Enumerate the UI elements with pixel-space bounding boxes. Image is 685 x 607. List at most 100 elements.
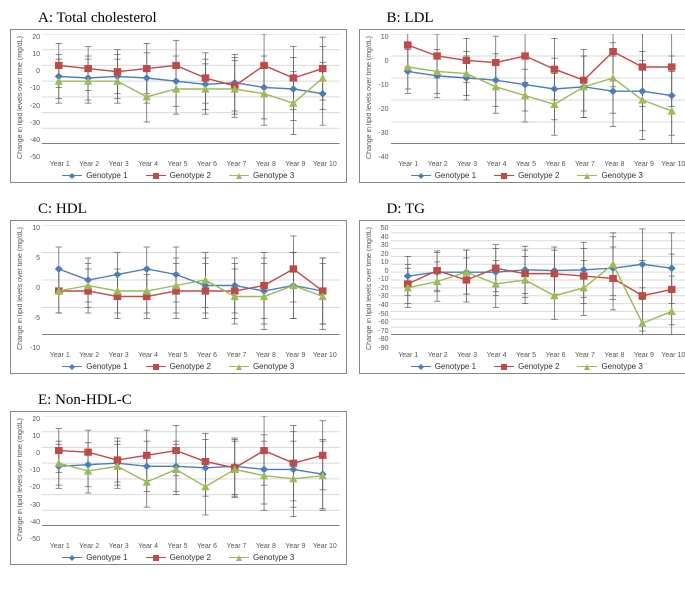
legend: Genotype 1 Genotype 2 Genotype 3 <box>17 362 340 371</box>
legend-label: Genotype 1 <box>86 171 127 180</box>
chart-box: Change in lipid levels over time (mg/dL)… <box>10 220 347 374</box>
legend-label: Genotype 3 <box>253 553 294 562</box>
xtick: Year 7 <box>570 161 599 168</box>
ytick: 20 <box>375 251 389 258</box>
y-ticks: 50403020100-10-20-30-40-50-60-70-80-90 <box>373 225 391 352</box>
xtick: Year 3 <box>452 161 481 168</box>
legend-item: Genotype 2 <box>146 362 211 371</box>
ytick: -10 <box>375 82 389 89</box>
ytick: 30 <box>375 242 389 249</box>
panel-title: B: LDL <box>387 10 685 27</box>
legend: Genotype 1 Genotype 2 Genotype 3 <box>366 362 685 371</box>
y-ticks: 20100-10-20-30-40-50 <box>24 416 42 543</box>
xtick: Year 6 <box>192 543 221 550</box>
legend-item: Genotype 2 <box>146 553 211 562</box>
xtick: Year 4 <box>482 352 511 359</box>
legend-label: Genotype 3 <box>253 362 294 371</box>
ytick: 0 <box>26 450 40 457</box>
plot-area <box>391 34 685 144</box>
y-axis-label: Change in lipid levels over time (mg/dL) <box>366 34 373 161</box>
ytick: 0 <box>26 68 40 75</box>
legend-item: Genotype 1 <box>62 362 127 371</box>
ytick: 5 <box>26 255 40 262</box>
panel-title: D: TG <box>387 201 685 218</box>
legend-item: Genotype 2 <box>494 362 559 371</box>
ytick: -40 <box>26 137 40 144</box>
xtick: Year 9 <box>629 352 658 359</box>
xtick: Year 6 <box>541 352 570 359</box>
chart-grid: A: Total cholesterol Change in lipid lev… <box>10 10 685 565</box>
xtick: Year 2 <box>423 161 452 168</box>
xtick: Year 1 <box>45 161 74 168</box>
legend-label: Genotype 2 <box>170 171 211 180</box>
x-ticks: Year 1Year 2Year 3Year 4Year 5Year 6Year… <box>45 161 340 168</box>
legend-label: Genotype 2 <box>518 171 559 180</box>
panel-A: A: Total cholesterol Change in lipid lev… <box>10 10 347 183</box>
x-ticks: Year 1Year 2Year 3Year 4Year 5Year 6Year… <box>45 543 340 550</box>
xtick: Year 3 <box>104 161 133 168</box>
chart-box: Change in lipid levels over time (mg/dL)… <box>10 411 347 565</box>
legend-label: Genotype 2 <box>518 362 559 371</box>
xtick: Year 2 <box>423 352 452 359</box>
xtick: Year 7 <box>222 161 251 168</box>
ytick: -10 <box>26 345 40 352</box>
y-ticks: 100-10-20-30-40 <box>373 34 391 161</box>
y-axis-label: Change in lipid levels over time (mg/dL) <box>17 34 24 161</box>
ytick: -30 <box>26 120 40 127</box>
xtick: Year 10 <box>310 543 339 550</box>
ytick: -10 <box>26 467 40 474</box>
x-ticks: Year 1Year 2Year 3Year 4Year 5Year 6Year… <box>394 161 685 168</box>
xtick: Year 5 <box>163 352 192 359</box>
x-ticks: Year 1Year 2Year 3Year 4Year 5Year 6Year… <box>394 352 685 359</box>
xtick: Year 8 <box>251 543 280 550</box>
xtick: Year 4 <box>133 161 162 168</box>
ytick: -20 <box>375 106 389 113</box>
panel-title: E: Non-HDL-C <box>38 392 347 409</box>
xtick: Year 8 <box>600 352 629 359</box>
ytick: 0 <box>375 268 389 275</box>
xtick: Year 9 <box>281 543 310 550</box>
xtick: Year 7 <box>570 352 599 359</box>
ytick: 50 <box>375 225 389 232</box>
xtick: Year 9 <box>281 352 310 359</box>
xtick: Year 8 <box>251 352 280 359</box>
ytick: -80 <box>375 336 389 343</box>
xtick: Year 5 <box>163 161 192 168</box>
legend-item: Genotype 1 <box>62 171 127 180</box>
legend: Genotype 1 Genotype 2 Genotype 3 <box>17 553 340 562</box>
y-axis-label: Change in lipid levels over time (mg/dL) <box>366 225 373 352</box>
ytick: -30 <box>375 293 389 300</box>
ytick: 40 <box>375 234 389 241</box>
xtick: Year 3 <box>104 543 133 550</box>
ytick: -40 <box>375 302 389 309</box>
xtick: Year 7 <box>222 352 251 359</box>
xtick: Year 4 <box>133 543 162 550</box>
panel-D: D: TG Change in lipid levels over time (… <box>359 201 685 374</box>
xtick: Year 3 <box>104 352 133 359</box>
xtick: Year 2 <box>74 352 103 359</box>
xtick: Year 10 <box>310 161 339 168</box>
ytick: -10 <box>375 276 389 283</box>
xtick: Year 1 <box>394 161 423 168</box>
xtick: Year 5 <box>163 543 192 550</box>
xtick: Year 6 <box>192 161 221 168</box>
ytick: -20 <box>26 103 40 110</box>
panel-title: C: HDL <box>38 201 347 218</box>
plot-area <box>42 225 340 335</box>
y-axis-label: Change in lipid levels over time (mg/dL) <box>17 225 24 352</box>
ytick: -50 <box>26 536 40 543</box>
chart-box: Change in lipid levels over time (mg/dL)… <box>359 220 685 374</box>
ytick: -30 <box>375 130 389 137</box>
ytick: 10 <box>26 225 40 232</box>
ytick: -10 <box>26 85 40 92</box>
xtick: Year 3 <box>452 352 481 359</box>
ytick: -70 <box>375 328 389 335</box>
legend-item: Genotype 1 <box>62 553 127 562</box>
xtick: Year 6 <box>541 161 570 168</box>
xtick: Year 5 <box>511 161 540 168</box>
xtick: Year 1 <box>45 543 74 550</box>
legend-item: Genotype 3 <box>229 171 294 180</box>
xtick: Year 4 <box>133 352 162 359</box>
xtick: Year 1 <box>394 352 423 359</box>
ytick: -60 <box>375 319 389 326</box>
